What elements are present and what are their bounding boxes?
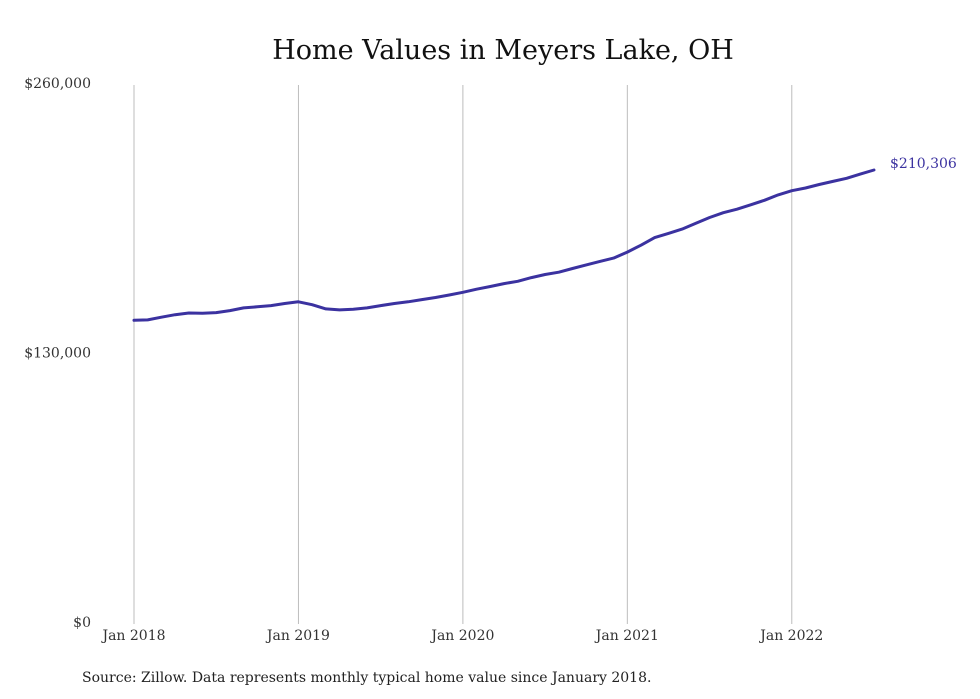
x-tick-label: Jan 2018 (100, 628, 165, 644)
y-tick-label: $130,000 (24, 346, 91, 362)
x-tick-label: Jan 2020 (429, 628, 494, 644)
series: $210,306 (132, 156, 957, 322)
y-tick-label: $0 (73, 615, 91, 631)
y-axis-ticks: $260,000 $130,000 $0 (24, 76, 91, 631)
x-tick-label: Jan 2022 (758, 628, 823, 644)
end-value-label: $210,306 (890, 156, 957, 172)
y-tick-label: $260,000 (24, 76, 91, 92)
x-axis-ticks: Jan 2018 Jan 2019 Jan 2020 Jan 2021 Jan 2022 (100, 628, 823, 644)
source-note: Source: Zillow. Data represents monthly … (82, 670, 651, 686)
x-tick-label: Jan 2019 (265, 628, 330, 644)
chart-title: Home Values in Meyers Lake, OH (272, 35, 734, 66)
x-tick-label: Jan 2021 (594, 628, 659, 644)
gridlines (133, 85, 793, 624)
series-line (132, 168, 876, 322)
